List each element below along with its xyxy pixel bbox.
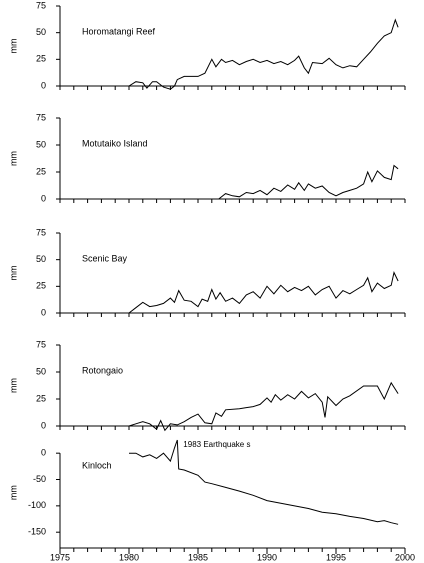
y-axis-label: mm	[8, 266, 18, 281]
x-tick-label: 1995	[326, 552, 346, 562]
panel-title: Kinloch	[82, 460, 112, 470]
data-line	[218, 164, 399, 200]
y-tick-label: 50	[36, 254, 46, 264]
y-tick-label: -50	[33, 474, 46, 484]
y-tick-label: 25	[36, 281, 46, 291]
y-tick-label: 75	[36, 227, 46, 237]
panel-title: Rotongaio	[82, 365, 123, 375]
y-axis-label: mm	[8, 39, 18, 54]
x-tick-label: 1975	[50, 552, 70, 562]
y-axis-label: mm	[8, 378, 18, 393]
x-tick-label: 1980	[119, 552, 139, 562]
y-tick-label: 0	[41, 448, 46, 458]
data-line	[129, 439, 399, 525]
data-line	[128, 18, 399, 90]
x-tick-label: 2000	[395, 552, 415, 562]
y-tick-label: 25	[36, 54, 46, 64]
y-tick-label: -100	[28, 500, 46, 510]
x-tick-label: 1985	[188, 552, 208, 562]
y-tick-label: 0	[41, 80, 46, 90]
data-line	[128, 270, 399, 314]
y-tick-label: 0	[41, 307, 46, 317]
y-tick-label: 50	[36, 139, 46, 149]
y-axis-label: mm	[8, 151, 18, 166]
panel-title: Motutaiko Island	[82, 138, 148, 148]
y-axis-label: mm	[8, 485, 18, 500]
y-tick-label: 25	[36, 166, 46, 176]
y-tick-label: 50	[36, 27, 46, 37]
y-tick-label: 75	[36, 339, 46, 349]
annotation: 1983 Earthquake s	[183, 440, 250, 449]
y-tick-label: 75	[36, 112, 46, 122]
y-tick-label: 0	[41, 420, 46, 430]
panel-title: Scenic Bay	[82, 253, 128, 263]
x-tick-label: 1990	[257, 552, 277, 562]
y-tick-label: 75	[36, 0, 46, 10]
y-tick-label: 0	[41, 193, 46, 203]
y-tick-label: 25	[36, 393, 46, 403]
y-tick-label: -150	[28, 527, 46, 537]
panel-title: Horomatangi Reef	[82, 26, 156, 36]
data-line	[128, 381, 399, 432]
y-tick-label: 50	[36, 366, 46, 376]
